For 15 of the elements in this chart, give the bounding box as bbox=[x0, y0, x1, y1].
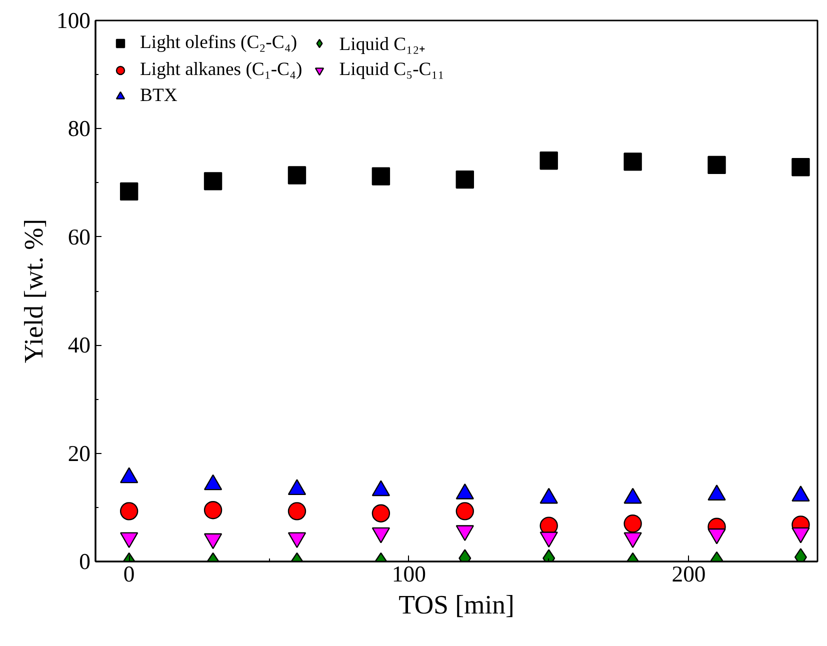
x-tick-label: 200 bbox=[672, 562, 706, 586]
y-tick-label: 20 bbox=[68, 440, 90, 466]
legend-label: Light alkanes (C₁-C₄) bbox=[140, 58, 302, 82]
y-tick-label: 40 bbox=[68, 332, 90, 358]
y-tick-label: 100 bbox=[56, 8, 90, 33]
y-tick-label: 60 bbox=[68, 224, 90, 250]
legend-label: BTX bbox=[140, 84, 178, 108]
x-tick-label: 0 bbox=[123, 562, 135, 586]
legend-label: Light olefins (C₂-C₄) bbox=[140, 31, 298, 55]
y-tick-label: 80 bbox=[68, 116, 90, 142]
x-axis-title: TOS [min] bbox=[398, 590, 514, 620]
x-tick-label: 100 bbox=[392, 562, 426, 586]
legend-label: Liquid C₅-C₁₁ bbox=[339, 58, 444, 82]
legend-label: Liquid C₁₂₊ bbox=[339, 33, 426, 56]
y-axis-title: Yield [wt. %] bbox=[18, 218, 49, 364]
